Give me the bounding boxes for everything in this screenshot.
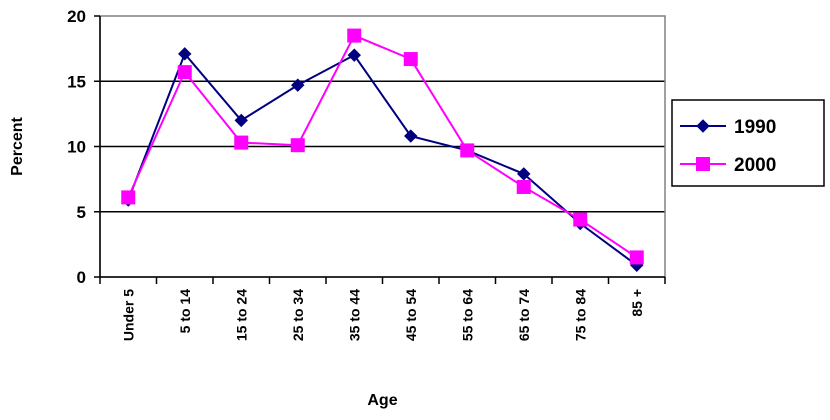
x-tick-label: 35 to 44 bbox=[346, 289, 362, 341]
legend-marker bbox=[696, 119, 710, 133]
data-point bbox=[403, 52, 418, 67]
x-tick-label: 85 + bbox=[629, 289, 645, 317]
data-point bbox=[517, 167, 531, 181]
x-tick-label: 15 to 24 bbox=[233, 289, 249, 341]
legend-label: 2000 bbox=[734, 155, 776, 176]
legend-marker bbox=[696, 157, 710, 171]
x-tick-label: 5 to 14 bbox=[177, 289, 193, 334]
series-line bbox=[127, 34, 638, 259]
data-point bbox=[121, 190, 136, 205]
data-point bbox=[178, 47, 192, 61]
x-tick-label: 55 to 64 bbox=[459, 289, 475, 341]
x-axis-title: Age bbox=[367, 392, 397, 409]
data-point bbox=[516, 179, 531, 194]
series-line bbox=[127, 51, 638, 267]
x-tick-label: 65 to 74 bbox=[516, 289, 532, 341]
data-point bbox=[347, 48, 361, 62]
y-tick-label: 20 bbox=[67, 7, 86, 26]
x-tick-label: 25 to 34 bbox=[290, 289, 306, 341]
x-tick-label: Under 5 bbox=[120, 289, 136, 341]
data-point bbox=[404, 129, 418, 143]
y-tick-label: 0 bbox=[77, 268, 86, 287]
legend-item-2000: 2000 bbox=[680, 155, 776, 176]
x-tick-label: 45 to 54 bbox=[403, 289, 419, 341]
x-tick-label: 75 to 84 bbox=[572, 289, 588, 341]
axes: 0 5 10 15 20 Under 5 5 to 14 15 to 24 25 to 34 35… bbox=[67, 7, 666, 341]
y-tick-label: 10 bbox=[67, 138, 86, 157]
data-point bbox=[177, 65, 192, 80]
data-point bbox=[629, 250, 644, 265]
data-point bbox=[234, 135, 249, 150]
data-point bbox=[573, 212, 588, 227]
data-point bbox=[291, 78, 305, 92]
data-point bbox=[347, 28, 362, 43]
gridlines bbox=[100, 80, 665, 213]
data-point bbox=[234, 113, 248, 128]
data-point bbox=[460, 143, 475, 158]
legend-item-1990: 1990 bbox=[680, 117, 776, 138]
y-axis-title: Percent bbox=[9, 116, 26, 175]
series-2000 bbox=[121, 28, 644, 265]
legend-label: 1990 bbox=[734, 117, 776, 138]
y-tick-label: 15 bbox=[67, 72, 86, 91]
data-point bbox=[290, 138, 305, 153]
series-group bbox=[121, 28, 644, 272]
legend-box bbox=[671, 99, 825, 187]
legend: 1990 2000 bbox=[671, 99, 825, 187]
y-tick-label: 5 bbox=[77, 203, 86, 222]
